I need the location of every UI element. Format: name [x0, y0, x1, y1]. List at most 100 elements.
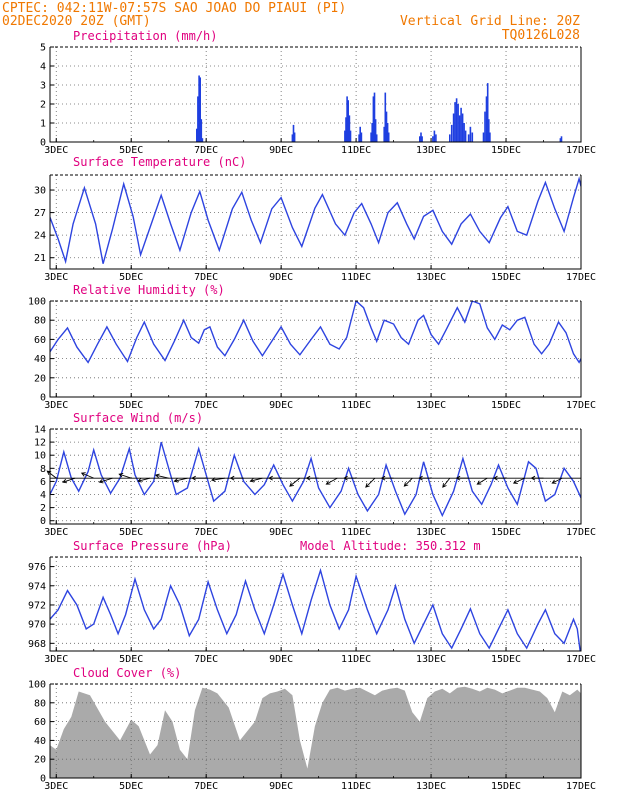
precip-xtick-label: 3DEC [44, 145, 68, 156]
rh-ytick-label: 20 [34, 373, 46, 384]
precip-bar [346, 96, 348, 142]
rh-ytick-label: 0 [40, 393, 46, 404]
cloud-ytick-label: 20 [34, 755, 46, 766]
rh-xtick-label: 17DEC [566, 400, 596, 411]
precip-bar [467, 134, 470, 142]
precip-bar [200, 119, 203, 142]
precip-xtick-label: 17DEC [566, 145, 596, 156]
wind-arrow [210, 477, 225, 482]
pres-xtick-label: 5DEC [119, 654, 143, 665]
wind-arrow [476, 477, 488, 485]
wind-ytick-label: 2 [40, 503, 46, 514]
precip-bar [460, 107, 462, 142]
precip-bar [458, 115, 461, 142]
precip-bar [197, 96, 199, 142]
cloud-xtick-label: 13DEC [416, 781, 446, 792]
wind-xtick-label: 15DEC [491, 527, 521, 538]
rh-xtick-label: 3DEC [44, 400, 68, 411]
precip-bar [452, 113, 455, 142]
wind-xtick-label: 7DEC [194, 527, 218, 538]
wind-arrow [289, 477, 301, 487]
precip-bar [419, 136, 421, 142]
precip-bar [386, 123, 389, 142]
wind-ytick-label: 12 [34, 438, 46, 449]
precip-bar [488, 119, 490, 142]
wind-arrow [80, 472, 94, 479]
precip-bar [432, 136, 434, 142]
precip-bar [484, 111, 486, 142]
pres-xtick-label: 9DEC [269, 654, 293, 665]
precip-xtick-label: 11DEC [341, 145, 371, 156]
precip-xtick-label: 15DEC [491, 145, 521, 156]
header-date: 02DEC2020 20Z (GMT) [2, 14, 151, 29]
precip-bar [385, 111, 388, 142]
cloud-ytick-label: 40 [34, 736, 46, 747]
rh-xtick-label: 13DEC [416, 400, 446, 411]
precip-bar [199, 77, 201, 142]
cloud-xtick-label: 9DEC [269, 781, 293, 792]
precip-bar [449, 134, 451, 142]
pres-title: Surface Pressure (hPa) [73, 539, 232, 553]
wind-frame [49, 429, 582, 525]
header-model-id: TQ0126L028 [502, 28, 580, 43]
pres-ytick-label: 976 [28, 562, 46, 573]
precip-bar [455, 98, 458, 142]
precip-bar [201, 138, 204, 142]
precip-xtick-label: 5DEC [119, 145, 143, 156]
precip-bar [371, 123, 373, 142]
precip-ytick-label: 5 [40, 43, 46, 54]
precip-bar [461, 113, 464, 142]
precip-bar [375, 134, 378, 142]
wind-title: Surface Wind (m/s) [73, 411, 203, 425]
precip-bar [454, 102, 456, 142]
cloud-panel: Cloud Cover (%) 3DEC 5DEC 7DEC 9DEC 11DEC 13DE… [28, 666, 596, 792]
precip-bar [450, 124, 453, 142]
rh-xtick-label: 11DEC [341, 400, 371, 411]
wind-xtick-label: 9DEC [269, 527, 293, 538]
precip-bar [435, 134, 437, 142]
rh-title: Relative Humidity (%) [73, 283, 225, 297]
header-station-line: CPTEC: 042:11W-07:57S SAO JOAO DO PIAUI … [2, 1, 346, 16]
wind-arrow [380, 475, 394, 481]
temp-ytick-label: 27 [34, 208, 46, 219]
wind-arrow [268, 475, 282, 481]
pres-xtick-label: 3DEC [44, 654, 68, 665]
wind-arrow [154, 473, 169, 479]
pres-panel: Surface Pressure (hPa) Model Altitude: 35… [28, 539, 596, 665]
rh-ytick-label: 40 [34, 354, 46, 365]
precip-bar [345, 117, 347, 142]
precip-bar [348, 115, 351, 142]
pres-ytick-label: 968 [28, 639, 46, 650]
temp-xtick-label: 11DEC [341, 272, 371, 283]
wind-panel: Surface Wind (m/s) 3DEC 5DEC 7DEC 9DEC 11DEC 1… [34, 411, 596, 538]
precip-bar [370, 132, 372, 142]
cloud-frame [49, 684, 582, 779]
precip-bar [463, 123, 465, 142]
temp-ytick-label: 24 [34, 231, 46, 242]
temp-xtick-label: 9DEC [269, 272, 293, 283]
wind-arrow [418, 475, 432, 481]
wind-arrow [191, 475, 207, 481]
pres-ytick-label: 974 [28, 581, 46, 592]
rh-ytick-label: 100 [28, 297, 46, 308]
cloud-title: Cloud Cover (%) [73, 666, 181, 680]
precip-bar [457, 104, 459, 142]
precip-ytick-label: 4 [40, 62, 46, 73]
precip-xtick-label: 13DEC [416, 145, 446, 156]
precip-bar [358, 134, 360, 142]
wind-arrow [46, 470, 57, 479]
wind-arrow [493, 475, 507, 481]
temp-xtick-label: 17DEC [566, 272, 596, 283]
cloud-xtick-label: 3DEC [44, 781, 68, 792]
rh-ytick-label: 60 [34, 335, 46, 346]
wind-arrow [98, 477, 113, 484]
pres-xtick-label: 17DEC [566, 654, 596, 665]
cloud-xtick-label: 15DEC [491, 781, 521, 792]
temp-xtick-label: 5DEC [119, 272, 143, 283]
wind-xtick-label: 3DEC [44, 527, 68, 538]
wind-series-line [50, 441, 581, 518]
precip-bar [482, 132, 485, 142]
temp-ytick-label: 30 [34, 186, 46, 197]
precip-panel: Precipitation (mm/h) 3DEC 5DEC 7DEC 9DEC 11DE… [40, 29, 596, 156]
